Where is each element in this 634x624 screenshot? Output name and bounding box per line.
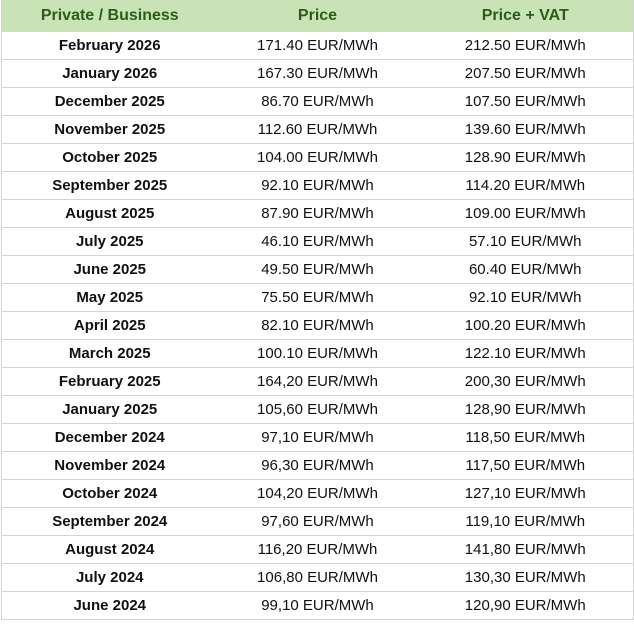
month-cell: February 2025: [1, 367, 218, 396]
table-row: May 2025 75.50 EUR/MWh 92.10 EUR/MWh: [1, 283, 634, 312]
table-row: January 2026 167.30 EUR/MWh 207.50 EUR/MWh: [1, 59, 634, 88]
month-cell: April 2025: [1, 311, 218, 340]
price-cell: 46.10 EUR/MWh: [217, 227, 418, 256]
month-cell: October 2025: [1, 143, 218, 172]
price-cell: 105,60 EUR/MWh: [217, 395, 418, 424]
table-row: September 2024 97,60 EUR/MWh 119,10 EUR/MW…: [1, 507, 634, 536]
price-cell: 139.60 EUR/MWh: [417, 115, 634, 144]
table-row: December 2025 86.70 EUR/MWh 107.50 EUR/MWh: [1, 87, 634, 116]
month-cell: September 2025: [1, 171, 218, 200]
price-cell: 97,10 EUR/MWh: [217, 423, 418, 452]
month-cell: July 2024: [1, 563, 218, 592]
month-cell: June 2024: [1, 591, 218, 620]
price-cell: 128,90 EUR/MWh: [417, 395, 634, 424]
price-cell: 99,10 EUR/MWh: [217, 591, 418, 620]
price-cell: 167.30 EUR/MWh: [217, 59, 418, 88]
month-cell: December 2024: [1, 423, 218, 452]
price-cell: 122.10 EUR/MWh: [417, 339, 634, 368]
month-cell: January 2025: [1, 395, 218, 424]
price-cell: 141,80 EUR/MWh: [417, 535, 634, 564]
month-cell: March 2025: [1, 339, 218, 368]
price-cell: 109.00 EUR/MWh: [417, 199, 634, 228]
month-cell: January 2026: [1, 59, 218, 88]
price-cell: 100.10 EUR/MWh: [217, 339, 418, 368]
price-cell: 104,20 EUR/MWh: [217, 479, 418, 508]
price-cell: 82.10 EUR/MWh: [217, 311, 418, 340]
table-header: Private / Business Price Price + VAT: [1, 0, 634, 32]
price-cell: 114.20 EUR/MWh: [417, 171, 634, 200]
header-row: Private / Business Price Price + VAT: [1, 0, 634, 32]
table-row: March 2025 100.10 EUR/MWh 122.10 EUR/MWh: [1, 339, 634, 368]
table-row: June 2024 99,10 EUR/MWh 120,90 EUR/MWh: [1, 591, 634, 620]
header-cell: Price: [217, 0, 418, 32]
price-cell: 120,90 EUR/MWh: [417, 591, 634, 620]
month-cell: November 2025: [1, 115, 218, 144]
table-row: April 2025 82.10 EUR/MWh 100.20 EUR/MWh: [1, 311, 634, 340]
price-cell: 212.50 EUR/MWh: [417, 31, 634, 60]
table-row: August 2025 87.90 EUR/MWh 109.00 EUR/MWh: [1, 199, 634, 228]
month-cell: December 2025: [1, 87, 218, 116]
price-cell: 97,60 EUR/MWh: [217, 507, 418, 536]
table-row: October 2024 104,20 EUR/MWh 127,10 EUR/MWh: [1, 479, 634, 508]
table-row: November 2024 96,30 EUR/MWh 117,50 EUR/MWh: [1, 451, 634, 480]
price-cell: 171.40 EUR/MWh: [217, 31, 418, 60]
month-cell: August 2025: [1, 199, 218, 228]
month-cell: June 2025: [1, 255, 218, 284]
month-cell: May 2025: [1, 283, 218, 312]
price-cell: 57.10 EUR/MWh: [417, 227, 634, 256]
price-cell: 104.00 EUR/MWh: [217, 143, 418, 172]
month-cell: July 2025: [1, 227, 218, 256]
price-cell: 164,20 EUR/MWh: [217, 367, 418, 396]
price-cell: 128.90 EUR/MWh: [417, 143, 634, 172]
price-cell: 119,10 EUR/MWh: [417, 507, 634, 536]
price-cell: 107.50 EUR/MWh: [417, 87, 634, 116]
price-cell: 207.50 EUR/MWh: [417, 59, 634, 88]
price-cell: 60.40 EUR/MWh: [417, 255, 634, 284]
table-row: January 2025 105,60 EUR/MWh 128,90 EUR/MWh: [1, 395, 634, 424]
month-cell: August 2024: [1, 535, 218, 564]
price-cell: 106,80 EUR/MWh: [217, 563, 418, 592]
month-cell: October 2024: [1, 479, 218, 508]
table-row: August 2024 116,20 EUR/MWh 141,80 EUR/MWh: [1, 535, 634, 564]
price-cell: 96,30 EUR/MWh: [217, 451, 418, 480]
price-cell: 87.90 EUR/MWh: [217, 199, 418, 228]
price-cell: 118,50 EUR/MWh: [417, 423, 634, 452]
header-cell: Private / Business: [1, 0, 218, 32]
header-cell: Price + VAT: [417, 0, 634, 32]
table-body: February 2026 171.40 EUR/MWh 212.50 EUR/MW…: [1, 31, 634, 620]
table-row: June 2025 49.50 EUR/MWh 60.40 EUR/MWh: [1, 255, 634, 284]
price-cell: 100.20 EUR/MWh: [417, 311, 634, 340]
table-row: November 2025 112.60 EUR/MWh 139.60 EUR/MW…: [1, 115, 634, 144]
price-cell: 130,30 EUR/MWh: [417, 563, 634, 592]
price-cell: 86.70 EUR/MWh: [217, 87, 418, 116]
month-cell: September 2024: [1, 507, 218, 536]
price-cell: 75.50 EUR/MWh: [217, 283, 418, 312]
month-cell: February 2026: [1, 31, 218, 60]
price-cell: 127,10 EUR/MWh: [417, 479, 634, 508]
table-row: December 2024 97,10 EUR/MWh 118,50 EUR/MWh: [1, 423, 634, 452]
price-cell: 117,50 EUR/MWh: [417, 451, 634, 480]
table-row: February 2025 164,20 EUR/MWh 200,30 EUR/MW…: [1, 367, 634, 396]
table-row: September 2025 92.10 EUR/MWh 114.20 EUR/MW…: [1, 171, 634, 200]
table-row: July 2024 106,80 EUR/MWh 130,30 EUR/MWh: [1, 563, 634, 592]
price-cell: 200,30 EUR/MWh: [417, 367, 634, 396]
table-row: October 2025 104.00 EUR/MWh 128.90 EUR/MWh: [1, 143, 634, 172]
price-cell: 112.60 EUR/MWh: [217, 115, 418, 144]
price-cell: 92.10 EUR/MWh: [217, 171, 418, 200]
table-row: February 2026 171.40 EUR/MWh 212.50 EUR/MW…: [1, 31, 634, 60]
price-cell: 49.50 EUR/MWh: [217, 255, 418, 284]
table-row: July 2025 46.10 EUR/MWh 57.10 EUR/MWh: [1, 227, 634, 256]
month-cell: November 2024: [1, 451, 218, 480]
price-cell: 116,20 EUR/MWh: [217, 535, 418, 564]
price-cell: 92.10 EUR/MWh: [417, 283, 634, 312]
